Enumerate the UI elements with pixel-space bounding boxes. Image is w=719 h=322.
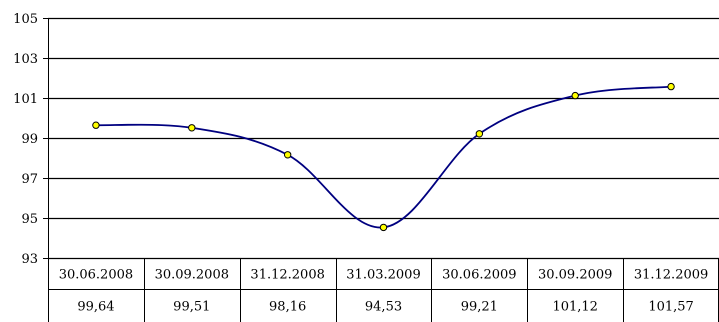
y-tick-label: 93 (21, 252, 38, 267)
axes (43, 18, 49, 289)
data-point-30.09.2009 (571, 91, 579, 100)
x-category-label: 30.09.2009 (538, 268, 612, 283)
x-category-label: 30.06.2009 (442, 268, 516, 283)
gridlines (48, 17, 719, 260)
data-table-value: 99,51 (173, 300, 210, 315)
data-point-31.12.2009 (667, 82, 675, 91)
data-table-value: 94,53 (365, 300, 402, 315)
series (95, 85, 672, 229)
data-point-30.06.2009 (475, 130, 484, 138)
data-table-value: 99,64 (77, 300, 114, 315)
y-tick-label: 105 (13, 12, 38, 27)
y-tick-label: 97 (21, 172, 38, 187)
y-tick-labels: 93 95 97 99 101 103 105 (13, 12, 38, 267)
data-table-value: 99,21 (461, 300, 498, 315)
y-tick-label: 95 (21, 212, 38, 227)
data-point-31.12.2008 (283, 151, 292, 159)
y-tick-label: 103 (13, 52, 38, 67)
data-point-31.03.2009 (379, 223, 388, 232)
data-point-30.06.2008 (92, 121, 100, 129)
data-table-value: 98,16 (269, 300, 306, 315)
series-line (95, 85, 672, 229)
y-tick-label: 101 (13, 92, 38, 107)
x-category-label: 31.12.2009 (634, 268, 708, 283)
data-table-value: 101,12 (552, 300, 598, 315)
x-category-label: 31.03.2009 (346, 268, 420, 283)
y-tick-label: 99 (21, 132, 38, 147)
x-category-label: 30.09.2008 (155, 268, 229, 283)
x-category-label: 30.06.2008 (59, 268, 133, 283)
data-point-30.09.2008 (188, 124, 196, 132)
data-points (92, 82, 675, 232)
data-table: 30.06.2008 30.09.2008 31.12.2008 31.03.2009… (48, 258, 719, 322)
data-table-value: 101,57 (648, 300, 694, 315)
x-category-label: 31.12.2008 (250, 268, 324, 283)
